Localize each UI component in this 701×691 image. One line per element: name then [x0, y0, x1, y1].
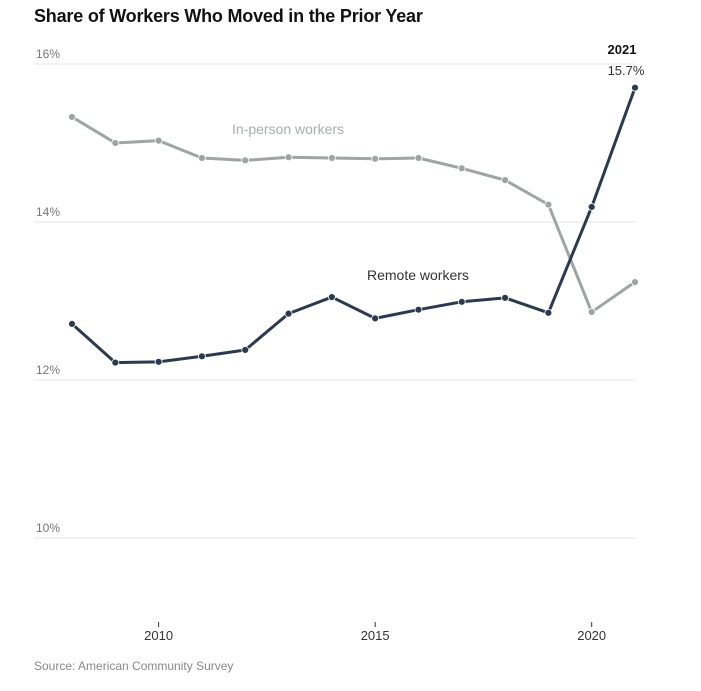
data-point	[154, 136, 163, 145]
data-point	[68, 320, 76, 328]
data-point	[587, 203, 596, 211]
y-tick-label: 16%	[36, 47, 60, 61]
annotation-value: 15.7%	[608, 63, 645, 78]
annotation-year: 2021	[608, 42, 637, 57]
data-point	[414, 154, 423, 162]
data-point	[284, 153, 293, 162]
series-label-remote: Remote workers	[367, 267, 469, 283]
series-line	[71, 87, 637, 365]
data-point	[241, 346, 250, 354]
data-point	[371, 314, 380, 323]
data-point	[371, 154, 380, 163]
series-remote	[68, 83, 639, 367]
chart-title: Share of Workers Who Moved in the Prior …	[34, 6, 423, 26]
data-point	[501, 293, 509, 302]
y-tick-label: 14%	[36, 205, 60, 219]
data-point	[241, 156, 250, 165]
y-tick-label: 10%	[36, 521, 60, 535]
data-point	[414, 305, 423, 314]
x-axis-ticks: 2010 2015 2020	[144, 622, 606, 643]
data-point	[631, 278, 639, 286]
data-point	[631, 83, 639, 92]
data-point	[68, 113, 76, 121]
data-point	[544, 308, 553, 317]
data-point	[111, 358, 120, 367]
data-point	[501, 176, 509, 185]
series-label-in-person: In-person workers	[232, 121, 344, 137]
series-line	[71, 115, 636, 314]
x-tick-label: 2015	[361, 628, 390, 643]
data-point	[327, 293, 336, 301]
data-point	[544, 200, 553, 209]
data-point	[457, 164, 466, 173]
source-note: Source: American Community Survey	[34, 659, 234, 673]
series-lines	[68, 83, 639, 367]
data-point	[198, 154, 206, 162]
series-in-person	[68, 113, 639, 316]
x-tick-label: 2010	[144, 628, 173, 643]
data-point	[198, 352, 206, 361]
series-labels: In-person workers Remote workers	[232, 121, 469, 283]
gridlines	[34, 63, 635, 539]
data-point	[284, 309, 293, 318]
annotation-2021: 2021 15.7%	[608, 42, 645, 78]
data-point	[457, 297, 466, 306]
y-axis-ticks: 10% 12% 14% 16%	[36, 47, 60, 535]
data-point	[154, 357, 163, 366]
data-point	[111, 139, 120, 147]
x-tick-label: 2020	[577, 628, 606, 643]
data-point	[327, 154, 336, 162]
y-tick-label: 12%	[36, 363, 60, 377]
data-point	[587, 308, 596, 316]
